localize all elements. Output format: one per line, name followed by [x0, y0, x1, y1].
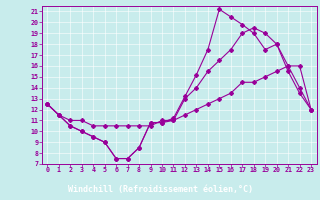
Text: Windchill (Refroidissement éolien,°C): Windchill (Refroidissement éolien,°C): [68, 185, 252, 194]
